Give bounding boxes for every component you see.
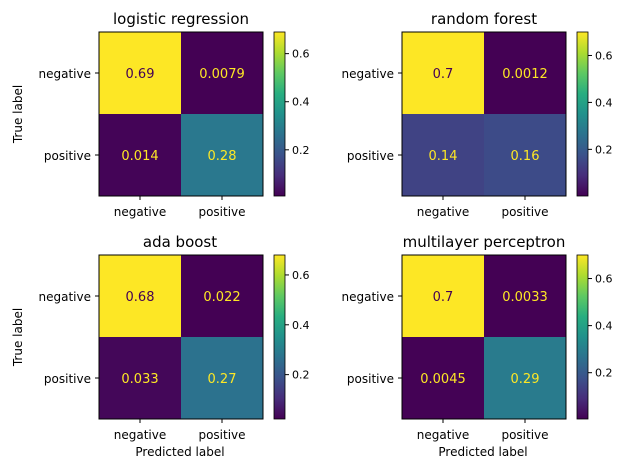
heatmap-cell [484,114,566,196]
axes-frame [401,31,567,197]
x-axis-label: Predicted label [438,445,527,459]
heatmap-cell [402,337,484,419]
y-axis-label: True label [11,85,25,144]
cell-value-label: 0.16 [511,149,540,164]
heatmap-cell [181,255,263,337]
x-tick-label: positive [198,428,245,442]
colorbar-tick-label: 0.2 [595,143,613,156]
colorbar-tick-label: 0.4 [292,96,310,109]
panel-title: random forest [431,10,537,28]
y-tick-label: negative [342,67,394,81]
cell-value-label: 0.29 [511,372,540,387]
cell-value-label: 0.7 [433,67,454,82]
cell-value-label: 0.28 [208,149,237,164]
heatmap-cell [484,32,566,114]
colorbar-tick-label: 0.4 [292,319,310,332]
colorbar [273,31,286,197]
x-tick-label: positive [198,205,245,219]
panel-title: multilayer perceptron [403,233,566,251]
cell-value-label: 0.7 [433,290,454,305]
cell-value-label: 0.0079 [199,67,245,82]
cell-value-label: 0.69 [126,67,155,82]
heatmap-cell [402,114,484,196]
heatmap-cell [99,32,181,114]
heatmap-cell [99,337,181,419]
heatmap-cell [484,255,566,337]
axes-frame [98,31,264,197]
y-tick-label: negative [39,290,91,304]
cell-value-label: 0.0033 [502,290,548,305]
colorbar-tick-label: 0.6 [292,48,310,61]
heatmap-cell [99,255,181,337]
heatmap-cell [402,255,484,337]
y-tick-label: positive [44,149,91,163]
cell-value-label: 0.27 [208,372,237,387]
colorbar [273,254,286,420]
axes-frame [401,254,567,420]
y-tick-label: negative [39,67,91,81]
x-tick-label: negative [417,205,469,219]
heatmap-cell [484,337,566,419]
colorbar-tick-label: 0.2 [292,144,310,157]
colorbar-tick-label: 0.4 [595,320,613,333]
heatmap-cell [181,32,263,114]
y-tick-label: negative [342,290,394,304]
panel-random-forest: random forest 0.7 0.0012 0.14 0.16 negative p… [342,10,613,219]
cell-value-label: 0.14 [429,149,458,164]
cell-value-label: 0.014 [121,149,158,164]
colorbar-tick-label: 0.6 [595,49,613,62]
x-tick-label: negative [417,428,469,442]
x-tick-label: positive [501,428,548,442]
heatmap-cell [181,337,263,419]
colorbar-tick-label: 0.2 [292,369,310,382]
x-tick-label: negative [114,205,166,219]
panel-title: logistic regression [113,10,249,28]
panel-title: ada boost [143,233,217,251]
x-tick-label: negative [114,428,166,442]
colorbar [576,31,589,197]
cell-value-label: 0.68 [126,290,155,305]
y-tick-label: positive [347,149,394,163]
colorbar-tick-label: 0.2 [595,367,613,380]
cell-value-label: 0.0012 [502,67,548,82]
heatmap-cell [181,114,263,196]
cell-value-label: 0.0045 [420,372,466,387]
panel-multilayer-perceptron: multilayer perceptron Predicted label 0.… [342,233,613,459]
panel-logistic-regression: logistic regression True label 0.69 0.007… [11,10,310,219]
x-axis-label: Predicted label [135,445,224,459]
colorbar-tick-label: 0.4 [595,96,613,109]
y-axis-label: True label [11,308,25,367]
cell-value-label: 0.022 [203,290,240,305]
colorbar [576,254,589,420]
y-tick-label: positive [44,372,91,386]
axes-frame [98,254,264,420]
x-tick-label: positive [501,205,548,219]
heatmap-cell [402,32,484,114]
heatmap-cell [99,114,181,196]
panel-ada-boost: ada boost True label Predicted label 0.6… [11,233,310,459]
cell-value-label: 0.033 [121,372,158,387]
colorbar-tick-label: 0.6 [595,273,613,286]
colorbar-tick-label: 0.6 [292,269,310,282]
y-tick-label: positive [347,372,394,386]
